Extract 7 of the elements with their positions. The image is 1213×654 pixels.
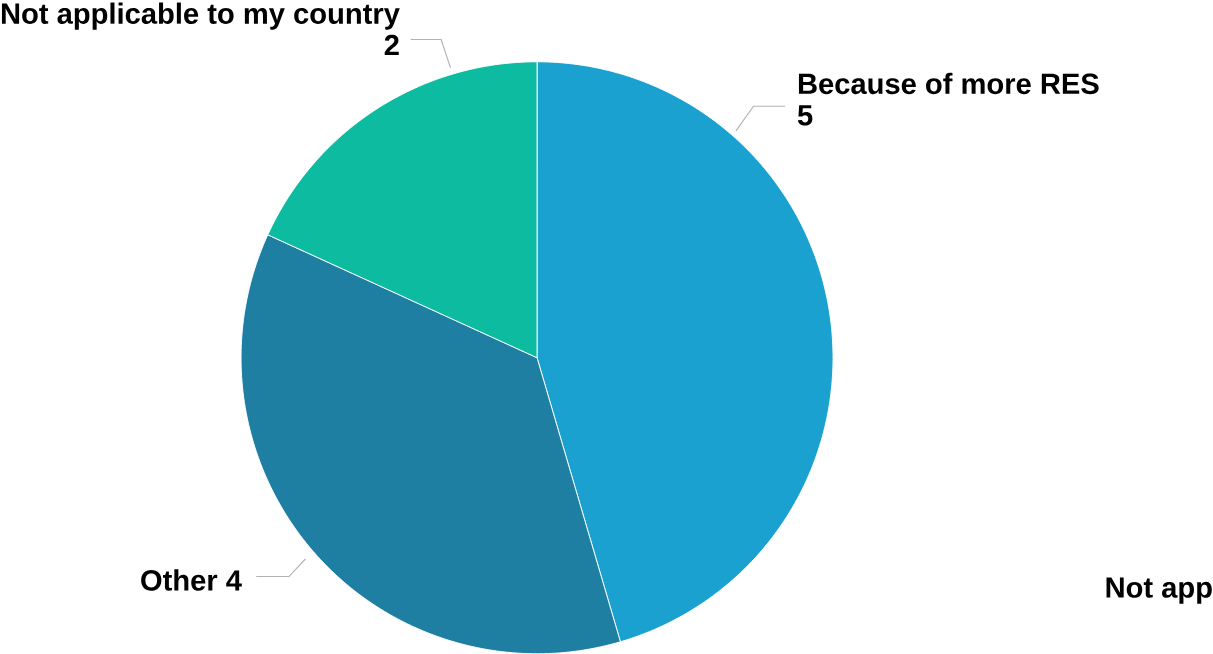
slice-label: Because of more RES [798,72,1099,95]
slice-label: Other [141,569,218,591]
text: Not app [1106,577,1212,604]
data-label: 2 [384,34,399,56]
slice-label: Not applicable to my country [1,2,400,30]
data-label: 5 [797,105,813,126]
data-label: 4 [226,570,242,591]
